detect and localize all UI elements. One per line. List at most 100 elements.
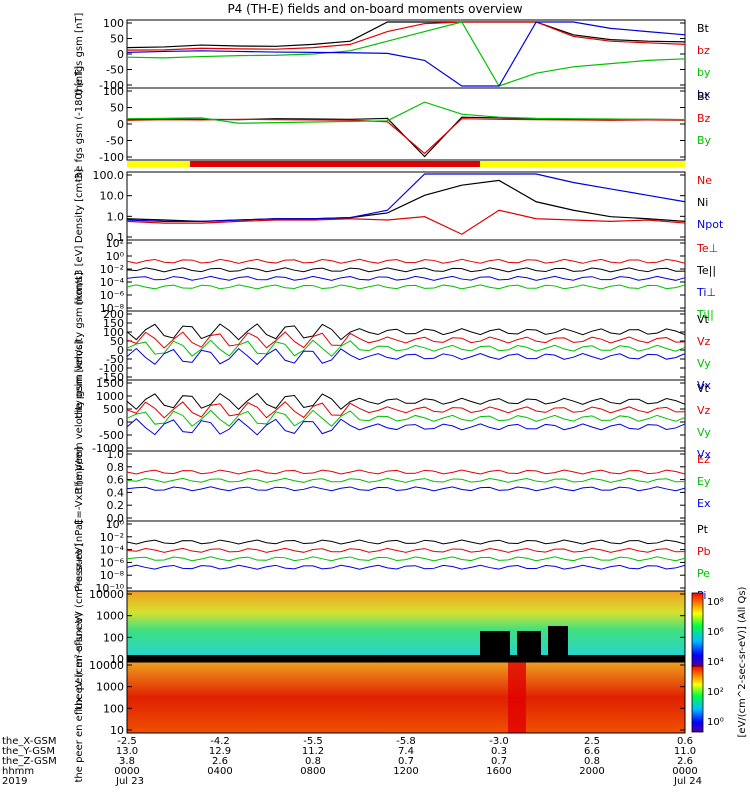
axis-value: 2000 [579, 766, 604, 777]
y-tick-label: 50 [110, 102, 124, 115]
y-tick-label: -500 [99, 429, 124, 442]
y-tick-label: 10⁰ [106, 518, 125, 531]
colorbar-ticks: 10⁸ 10⁶ 10⁴ 10² 10⁰ [707, 597, 724, 728]
axis-value: 0.7 [398, 756, 414, 767]
y-tick-label: 10⁻⁸ [100, 302, 125, 315]
panel-fgs_gsm: 100 50 0 -50 -100 the fgs gsm [nT] Bt bz by bx [74, 13, 711, 101]
y-tick-label: 10000 [89, 588, 124, 601]
colorbar-tick-label: 10⁰ [707, 717, 724, 728]
y-tick-label: 1.0 [107, 448, 125, 461]
spectrogram-fill [127, 591, 685, 662]
legend-Ey: Ey [697, 475, 711, 488]
axis-value: 2.6 [212, 756, 228, 767]
axis-date-end: Jul 24 [673, 776, 702, 787]
axis-value: 0.7 [491, 756, 507, 767]
figure-title: P4 (TH-E) fields and on-board moments ov… [227, 2, 522, 16]
y-tick-label: 100 [103, 631, 124, 644]
legend-Ti||: Ti|| [696, 308, 714, 321]
y-tick-label: 0.4 [107, 486, 125, 499]
colorbar-tick-label: 10⁸ [707, 597, 724, 608]
y-tick-label: 1500 [96, 377, 124, 390]
legend-Vt: Vt [697, 313, 710, 326]
y-tick-label: 100.0 [93, 169, 125, 182]
y-axis-label: the peir en eflux eV (cm²-s-sr-eV) [74, 543, 85, 710]
y-tick-label: 0 [117, 48, 124, 61]
axis-value: -3.0 [489, 736, 509, 747]
y-tick-label: 10⁻⁴ [100, 544, 125, 557]
panel-frame [126, 239, 686, 312]
panel-frame [126, 379, 686, 452]
y-axis-label: E=-VxB [mV/m] [74, 447, 85, 525]
legend-Vy: Vy [697, 426, 711, 439]
y-tick-label: 10⁻⁴ [100, 276, 125, 289]
legend-Bt: Bt [697, 22, 710, 35]
colorbar-label: [eV/(cm^2-sec-sr-eV)] (All Qs) [737, 586, 748, 737]
axis-value: -2.5 [117, 736, 137, 747]
y-axis-label: the fgs gsm [nT] [74, 13, 85, 96]
legend-By: By [697, 134, 712, 147]
y-axis-label: the peem velocity gsm [km/s] [74, 341, 85, 491]
series-line-bx [126, 21, 686, 87]
series-line-Vz [126, 401, 686, 419]
legend-Bt: Bt [697, 90, 710, 103]
axis-value: 0000 [114, 766, 139, 777]
status-bar-yellow-right [480, 161, 685, 167]
series-line-Ez [126, 469, 686, 475]
y-tick-label: -100 [99, 79, 124, 92]
series-line-Ne [126, 209, 686, 235]
panel-fgs_gse: 100 50 0 -50 -100 the fgs gsm (-180) [nT] Bt Bz… [74, 66, 712, 182]
y-axis-label: Density [cm-3] [74, 169, 85, 243]
series-line-Npot [126, 173, 686, 222]
axis-value: 11.0 [674, 746, 696, 757]
panel-frame [126, 87, 686, 161]
y-tick-label: 0 [117, 344, 124, 357]
axis-value: 0400 [207, 766, 232, 777]
series-line-Vt [126, 323, 686, 341]
legend-by: by [697, 66, 711, 79]
status-bar-red [190, 161, 480, 167]
y-tick-label: 10⁻¹⁰ [95, 582, 124, 595]
axis-row-label: the_Z-GSM [2, 756, 57, 767]
axis-value: 0.3 [491, 746, 507, 757]
y-tick-label: -1000 [92, 442, 124, 455]
legend-Pb: Pb [697, 545, 711, 558]
spectrogram-fill [127, 662, 685, 733]
y-tick-label: 10⁻² [100, 531, 124, 544]
panel-frame [126, 310, 686, 381]
y-tick-label: 10⁰ [106, 250, 125, 263]
y-axis-label: the peer en eflux eV (cm²-s-sr-eV) [74, 612, 85, 782]
panel-frame [126, 19, 686, 89]
colorbar-tick-label: 10² [707, 687, 724, 698]
axis-value: 1600 [486, 766, 511, 777]
y-tick-label: -50 [106, 353, 124, 366]
axis-value: -4.2 [210, 736, 230, 747]
series-line-by [126, 21, 686, 87]
legend-Ne: Ne [697, 174, 712, 187]
axis-value: 11.2 [302, 746, 324, 757]
spectrogram-gap [548, 626, 568, 662]
y-tick-label: 10⁻⁶ [100, 289, 125, 302]
orbit-axis-labels: the_X-GSM -2.5 -4.2 -5.5 -5.8 -3.0 2.5 0.6 the_Y… [2, 736, 702, 787]
y-tick-label: -100 [99, 151, 124, 164]
legend-Te||: Te|| [696, 264, 716, 277]
spectrogram-floor [127, 655, 685, 662]
series-line-Vt [126, 392, 686, 410]
y-tick-label: 0.1 [107, 231, 125, 244]
series-line-Ti|| [126, 284, 686, 290]
y-tick-label: 1000 [96, 681, 124, 694]
y-axis-label: momt3 [eV] [74, 245, 85, 305]
y-tick-label: 150 [103, 317, 124, 330]
axis-value: -5.5 [303, 736, 323, 747]
status-bar-yellow-left [127, 161, 190, 167]
legend-Pt: Pt [697, 523, 709, 536]
axis-value: 0.8 [584, 756, 600, 767]
axis-value: 6.6 [584, 746, 600, 757]
panel-density: 100.0 10.0 1.0 0.1 Density [cm-3] Ne Ni Npot [74, 169, 724, 244]
colorbar-gradient-lower [691, 665, 704, 733]
y-tick-label: 10 [110, 653, 124, 666]
spectrogram-band [508, 662, 526, 733]
